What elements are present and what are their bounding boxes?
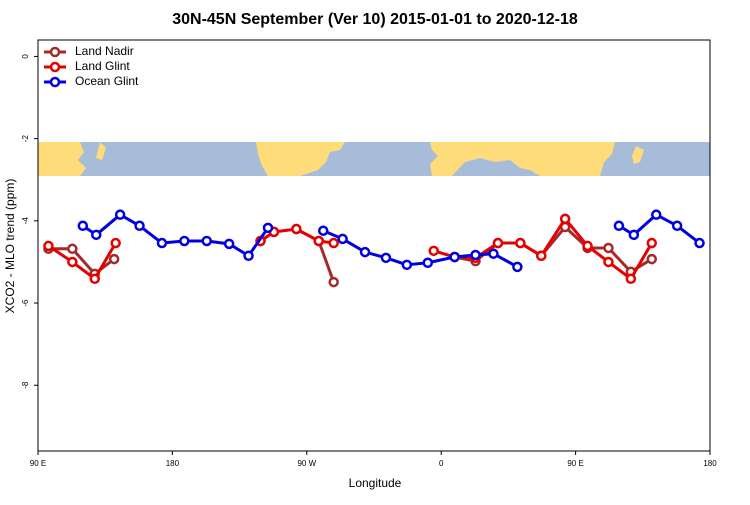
land	[430, 142, 615, 176]
point	[110, 237, 121, 249]
point	[89, 273, 100, 285]
point	[328, 237, 339, 249]
point	[201, 235, 212, 247]
point	[582, 240, 593, 252]
point	[428, 245, 439, 257]
point	[77, 220, 89, 232]
chart-title: 30N-45N September (Ver 10) 2015-01-01 to…	[172, 11, 578, 28]
legend-label: Ocean Glint	[75, 74, 139, 88]
point	[515, 237, 526, 249]
x-tick-label: 0	[439, 459, 444, 468]
point	[646, 253, 658, 265]
point	[449, 251, 460, 263]
legend-marker	[49, 61, 61, 73]
point	[492, 237, 504, 249]
point	[179, 235, 190, 247]
map-strip	[38, 142, 710, 176]
point	[401, 259, 413, 271]
point	[43, 240, 54, 252]
land	[38, 142, 86, 176]
point	[359, 246, 371, 258]
point	[90, 229, 102, 241]
legend-marker	[49, 46, 61, 58]
point	[67, 256, 78, 268]
point	[422, 257, 434, 269]
point	[650, 209, 662, 220]
land	[632, 146, 644, 164]
point	[603, 242, 614, 254]
point	[628, 229, 640, 241]
point	[243, 250, 254, 262]
x-tick-label: 90 E	[30, 459, 46, 468]
land	[256, 142, 345, 176]
point	[470, 249, 481, 261]
point	[134, 220, 145, 232]
point	[108, 253, 120, 265]
y-tick-label: 0	[21, 54, 30, 59]
x-axis-label: Longitude	[349, 476, 402, 490]
y-tick-label: -2	[21, 135, 30, 143]
point	[603, 256, 614, 268]
point	[671, 220, 683, 232]
point	[488, 248, 499, 259]
y-axis-label: XCO2 - MLO trend (ppm)	[3, 179, 17, 314]
point	[328, 276, 339, 288]
point	[67, 243, 78, 255]
point	[156, 237, 168, 249]
y-tick-label: -8	[21, 381, 30, 389]
point	[512, 261, 523, 273]
land	[96, 142, 106, 160]
point	[380, 252, 392, 264]
y-tick-label: -4	[21, 217, 30, 225]
x-tick-label: 90 W	[297, 459, 316, 468]
point	[536, 250, 547, 262]
point	[613, 220, 625, 232]
point	[262, 222, 274, 234]
point	[114, 209, 126, 220]
point	[559, 213, 571, 225]
x-tick-label: 180	[703, 459, 717, 468]
plot-frame	[37, 39, 711, 452]
point	[317, 225, 329, 236]
point	[646, 237, 658, 249]
legend-label: Land Nadir	[75, 44, 134, 58]
legend-label: Land Glint	[75, 59, 130, 73]
legend-marker	[49, 76, 61, 88]
point	[337, 233, 348, 245]
point	[694, 237, 705, 249]
point	[625, 273, 637, 285]
x-tick-label: 90 E	[567, 459, 583, 468]
point	[291, 223, 302, 235]
y-tick-label: -6	[21, 299, 30, 307]
x-tick-label: 180	[166, 459, 180, 468]
point	[313, 235, 324, 247]
point	[223, 238, 235, 250]
